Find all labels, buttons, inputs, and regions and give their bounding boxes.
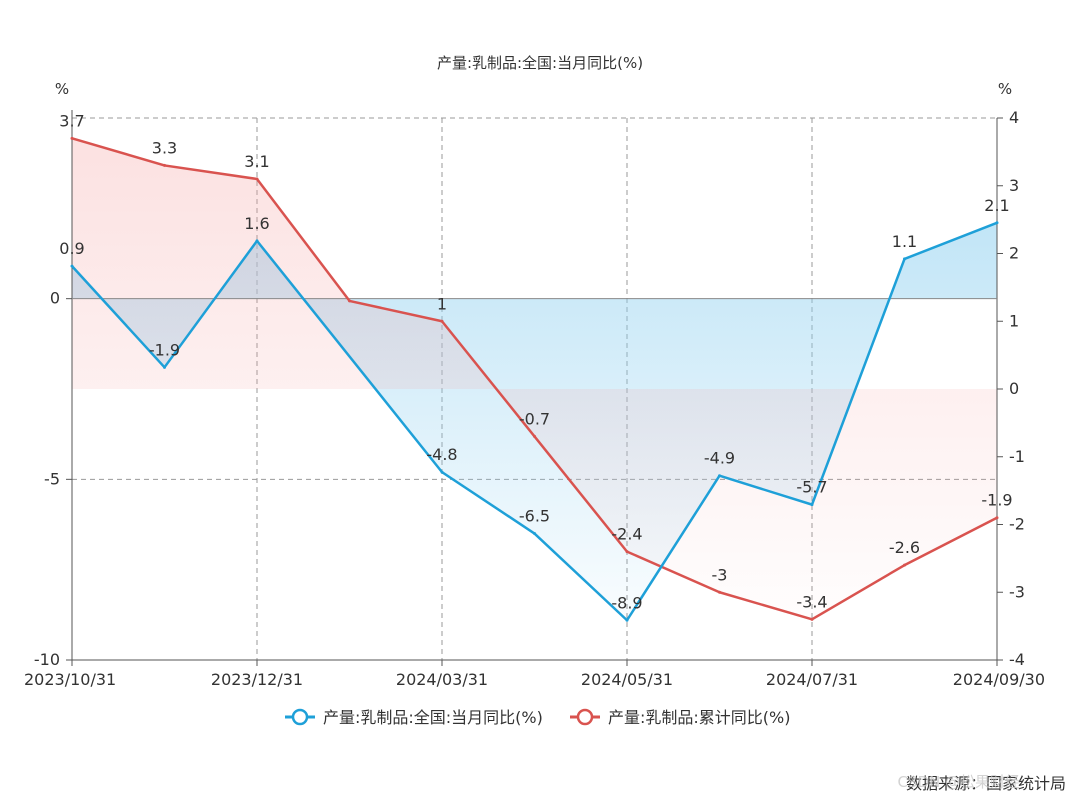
series-2-point bbox=[810, 617, 814, 621]
left-axis-unit: % bbox=[55, 80, 69, 98]
legend-2-label: 产量:乳制品:累计同比(%) bbox=[608, 708, 790, 727]
series-1-data-label: -4.9 bbox=[704, 449, 735, 468]
series-2-point bbox=[255, 177, 259, 181]
series-2-point bbox=[440, 319, 444, 323]
series-2-point bbox=[903, 563, 906, 567]
legend-2-marker bbox=[576, 708, 594, 726]
series-2-point bbox=[995, 516, 999, 520]
x-tick-label: 2023/12/31 bbox=[211, 670, 303, 689]
series-2-point bbox=[348, 299, 351, 303]
series-2-data-label: -0.7 bbox=[519, 409, 550, 428]
series-1-data-label: -6.5 bbox=[519, 507, 550, 526]
y-right-tick-label: -3 bbox=[1009, 582, 1025, 601]
source-note: 数据来源：国家统计局 bbox=[905, 774, 1066, 793]
series-2-point bbox=[163, 163, 166, 167]
series-1-point bbox=[718, 474, 721, 478]
x-tick-label: 2024/07/31 bbox=[766, 670, 858, 689]
series-1-data-label: 0.9 bbox=[59, 239, 84, 258]
series-1-point bbox=[903, 257, 906, 261]
series-2-point bbox=[718, 590, 721, 594]
series-1-line bbox=[71, 221, 998, 622]
series-1-point bbox=[625, 618, 629, 622]
series-2-data-label: 3.3 bbox=[152, 138, 177, 157]
series-2-point bbox=[70, 136, 74, 140]
x-tick-label: 2024/09/30 bbox=[953, 670, 1045, 689]
series-2-data-label: -3 bbox=[712, 565, 728, 584]
x-tick-label: 2024/03/31 bbox=[396, 670, 488, 689]
series-2-data-label: 1 bbox=[437, 294, 447, 313]
series-1-point bbox=[533, 532, 536, 536]
series-1-data-label: -1.9 bbox=[149, 340, 180, 359]
y-right-tick-label: 0 bbox=[1009, 379, 1019, 398]
series-2-area bbox=[72, 138, 997, 620]
series-1-data-label: 1.6 bbox=[244, 214, 269, 233]
series-2-data-label: 3.7 bbox=[59, 111, 84, 130]
series-1-data-label: 1.1 bbox=[892, 232, 917, 251]
y-left-tick-label: 0 bbox=[50, 289, 60, 308]
series-2-point bbox=[625, 550, 629, 554]
legend-1-marker bbox=[291, 708, 309, 726]
series-1-point bbox=[255, 239, 259, 243]
y-right-tick-label: -2 bbox=[1009, 515, 1025, 534]
series-2-point bbox=[533, 434, 536, 438]
series-2-data-label: 3.1 bbox=[244, 152, 269, 171]
chart-title: 产量:乳制品:全国:当月同比(%) bbox=[437, 54, 643, 72]
series-1-point bbox=[810, 503, 814, 507]
series-2-data-label: -1.9 bbox=[981, 491, 1012, 510]
y-right-tick-label: 3 bbox=[1009, 176, 1019, 195]
y-right-tick-label: -1 bbox=[1009, 447, 1025, 466]
series-1-point bbox=[70, 264, 74, 268]
x-tick-label: 2023/10/31 bbox=[24, 670, 116, 689]
right-axis-unit: % bbox=[998, 80, 1012, 98]
series-1-data-label: -4.8 bbox=[426, 445, 457, 464]
y-right-tick-label: 2 bbox=[1009, 244, 1019, 263]
series-1-data-label: 2.1 bbox=[984, 196, 1009, 215]
y-right-tick-label: 1 bbox=[1009, 311, 1019, 330]
x-tick-label: 2024/05/31 bbox=[581, 670, 673, 689]
series-2-data-label: -2.4 bbox=[611, 525, 642, 544]
series-1-point bbox=[995, 221, 999, 225]
y-right-tick-label: -4 bbox=[1009, 650, 1025, 669]
series-2-data-label: -2.6 bbox=[889, 538, 920, 557]
series-1-point bbox=[163, 365, 166, 369]
series-1-data-label: -5.7 bbox=[796, 478, 827, 497]
legend-1-label: 产量:乳制品:全国:当月同比(%) bbox=[323, 708, 543, 727]
series-1-point bbox=[440, 470, 444, 474]
series-2-data-label: -3.4 bbox=[796, 592, 827, 611]
y-left-tick-label: -10 bbox=[34, 650, 60, 669]
series-1-data-label: -8.9 bbox=[611, 593, 642, 612]
watermark: CSDN @松果财经 bbox=[897, 773, 1020, 791]
y-left-tick-label: -5 bbox=[44, 469, 60, 488]
y-right-tick-label: 4 bbox=[1009, 108, 1019, 127]
